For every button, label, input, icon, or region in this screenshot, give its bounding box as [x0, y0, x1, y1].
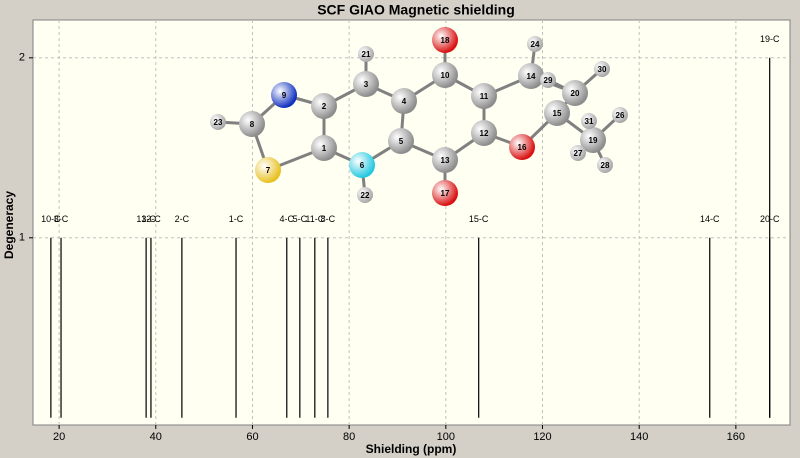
atom	[540, 72, 556, 88]
y-tick-label: 2	[19, 52, 25, 64]
x-axis-label: Shielding (ppm)	[366, 442, 457, 456]
atom	[597, 157, 613, 173]
atom-label: 4	[402, 97, 407, 106]
stick-label: 4-C	[280, 214, 295, 224]
atom	[562, 80, 588, 106]
atom	[471, 120, 497, 146]
atom	[311, 93, 337, 119]
stick-label: 14-C	[700, 214, 720, 224]
atom-label: 22	[361, 191, 370, 200]
atom	[594, 61, 610, 77]
x-tick-label: 120	[533, 431, 551, 443]
atom	[580, 127, 606, 153]
atom-label: 1	[322, 144, 327, 153]
atom	[432, 62, 458, 88]
stick-label: 2-C	[175, 214, 190, 224]
atom-label: 8	[250, 120, 255, 129]
stick-label: 11-C	[305, 214, 324, 224]
atom-label: 20	[571, 89, 580, 98]
x-tick-label: 40	[150, 431, 162, 443]
atom	[271, 82, 297, 108]
atom	[432, 180, 458, 206]
atom-label: 30	[598, 65, 607, 74]
atom-label: 29	[544, 76, 553, 85]
atom-label: 21	[362, 50, 371, 59]
atom-label: 27	[574, 149, 583, 158]
atom	[509, 134, 535, 160]
x-tick-label: 160	[727, 431, 745, 443]
atom	[210, 114, 226, 130]
atom	[311, 135, 337, 161]
stick-label: 5-C	[293, 214, 308, 224]
atom-label: 16	[518, 143, 527, 152]
chart-title: SCF GIAO Magnetic shielding	[317, 2, 515, 18]
atom-label: 11	[480, 92, 489, 101]
atom-label: 28	[601, 161, 610, 170]
atom-label: 24	[531, 40, 540, 49]
stick-label: 15-C	[469, 214, 489, 224]
stick-label: 3-C	[54, 214, 69, 224]
atom-label: 2	[322, 102, 327, 111]
stick-label: 19-C	[760, 34, 780, 44]
atom	[570, 145, 586, 161]
atom	[255, 157, 281, 183]
atom	[544, 100, 570, 126]
atom-label: 31	[585, 117, 594, 126]
atom-label: 18	[441, 36, 450, 45]
atom	[357, 187, 373, 203]
atom	[349, 152, 375, 178]
stick-label: 10-C	[41, 214, 61, 224]
stick-label: 13-C	[136, 214, 156, 224]
atom	[432, 147, 458, 173]
atom	[353, 71, 379, 97]
atom-label: 6	[360, 161, 365, 170]
atom-label: 26	[616, 111, 625, 120]
plot-area	[32, 19, 791, 426]
atom	[581, 113, 597, 129]
y-tick-label: 1	[19, 232, 25, 244]
sticks: 10-C3-C 13-C12-C 2-C 1-C 4-C5-C11-C8-C 15-C 14…	[41, 34, 780, 418]
y-axis-label: Degeneracy	[2, 191, 16, 259]
atom	[527, 36, 543, 52]
x-tick-label: 80	[343, 431, 355, 443]
atom-label: 3	[364, 80, 369, 89]
atom-label: 19	[589, 136, 598, 145]
stick-label: 12-C	[141, 214, 161, 224]
atom-label: 12	[480, 129, 489, 138]
x-tick-label: 20	[53, 431, 65, 443]
atom-label: 5	[399, 137, 404, 146]
x-tick-label: 140	[630, 431, 648, 443]
molecule: 1234567891011121314151617181920212223242…	[210, 27, 628, 206]
x-tick-label: 60	[246, 431, 258, 443]
x-tick-label: 100	[437, 431, 455, 443]
atom	[391, 88, 417, 114]
atom	[358, 46, 374, 62]
stick-label: 8-C	[321, 214, 336, 224]
atom	[432, 27, 458, 53]
atom-label: 17	[441, 189, 450, 198]
atom-label: 7	[266, 166, 271, 175]
atom-label: 10	[441, 71, 450, 80]
atom	[239, 111, 265, 137]
atom-label: 14	[527, 72, 536, 81]
atom-label: 13	[441, 156, 450, 165]
atom	[612, 107, 628, 123]
atom-label: 15	[553, 109, 562, 118]
atom	[471, 83, 497, 109]
stick-label: 1-C	[229, 214, 244, 224]
atom-label: 23	[214, 118, 223, 127]
atom-label: 9	[282, 91, 287, 100]
atom	[388, 128, 414, 154]
atom	[518, 63, 544, 89]
